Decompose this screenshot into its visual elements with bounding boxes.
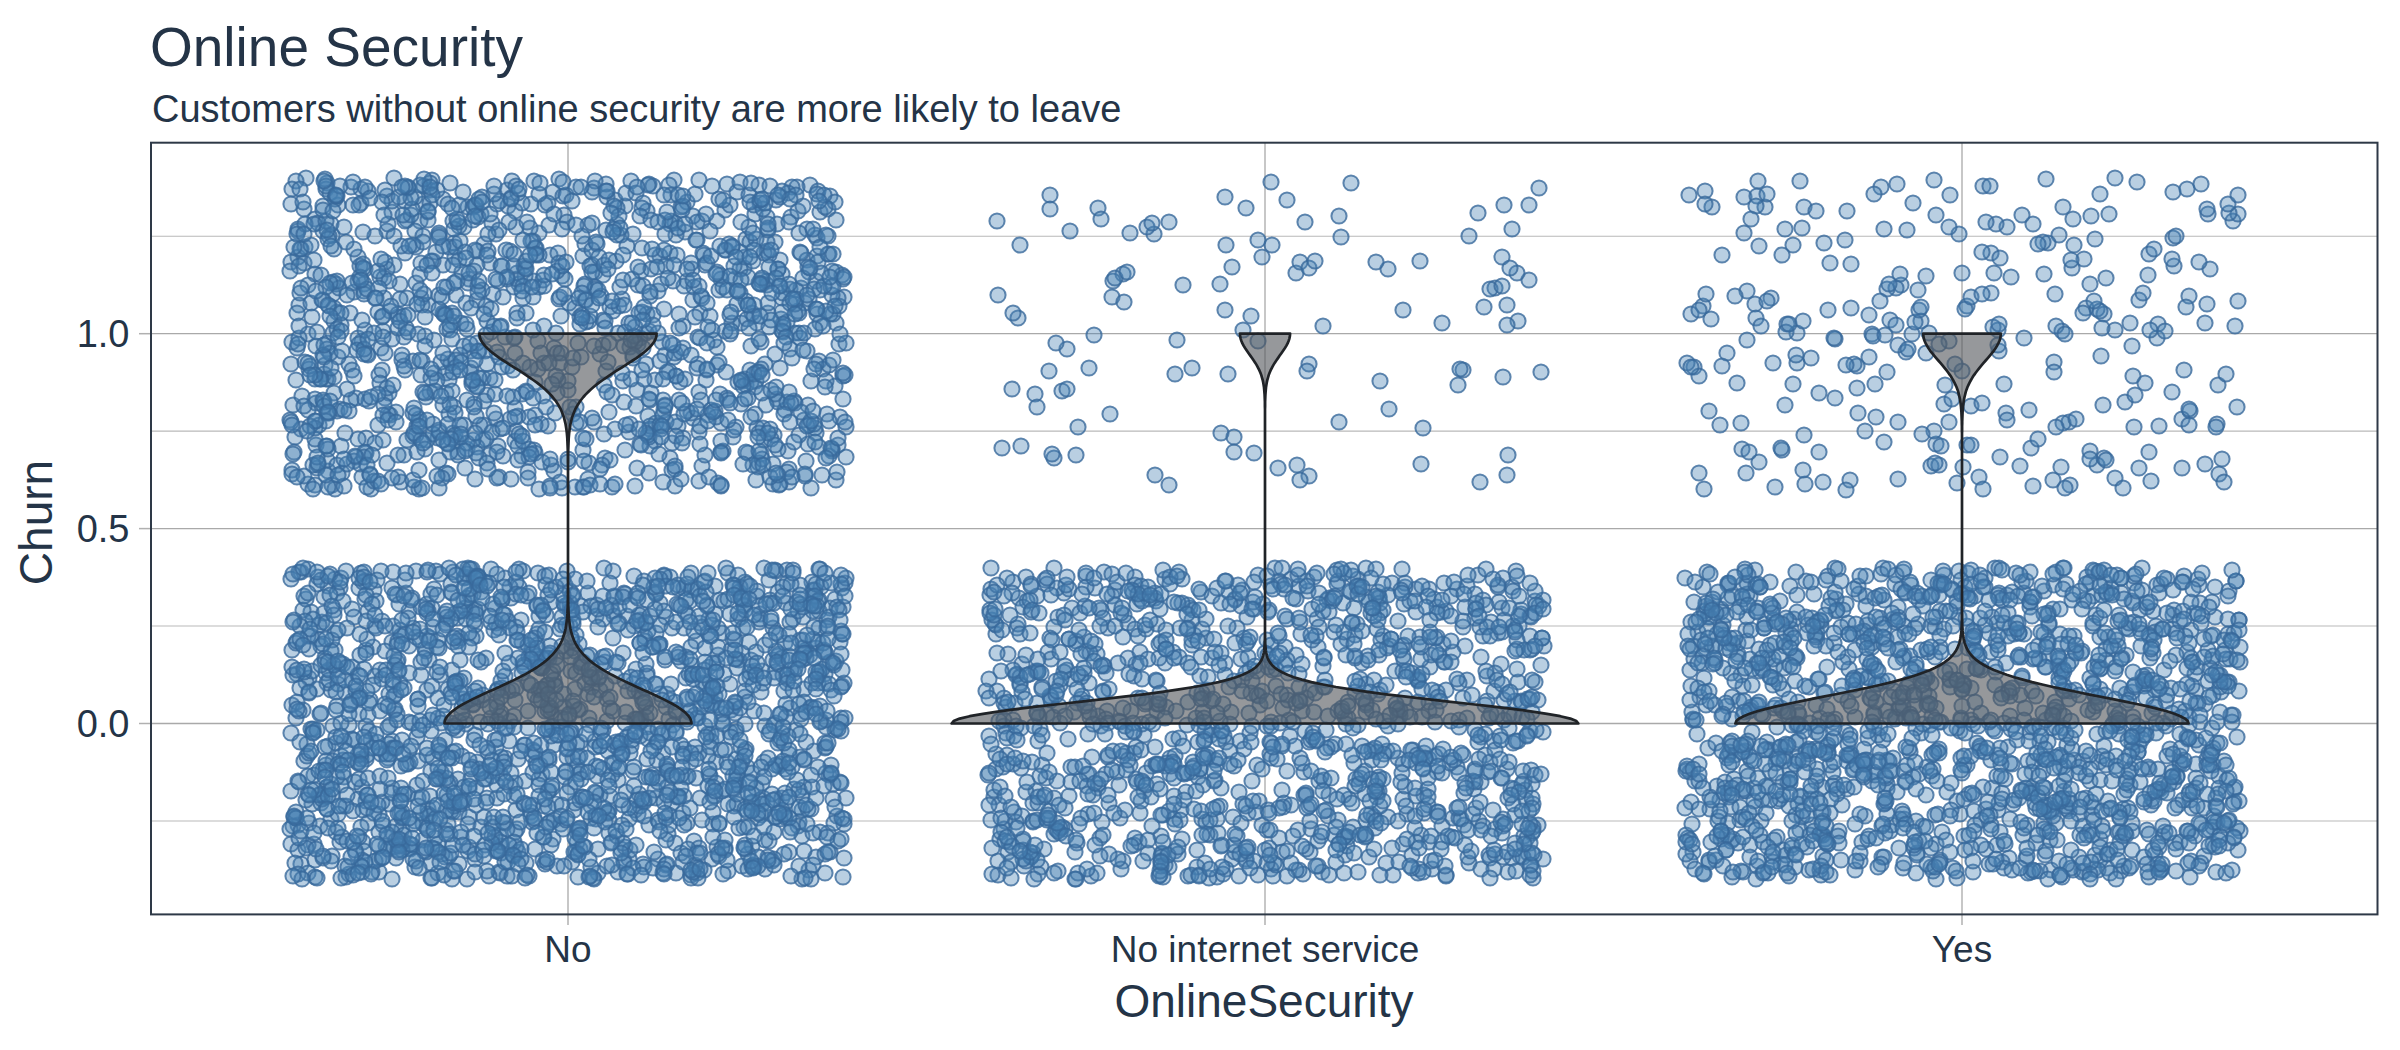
svg-text:Customers without online secur: Customers without online security are mo…: [152, 88, 1121, 130]
svg-text:No: No: [544, 929, 591, 970]
svg-text:Churn: Churn: [10, 460, 62, 585]
svg-text:Online Security: Online Security: [150, 16, 523, 78]
svg-text:OnlineSecurity: OnlineSecurity: [1114, 975, 1413, 1027]
svg-text:0.5: 0.5: [77, 508, 130, 550]
svg-text:1.0: 1.0: [77, 313, 130, 355]
svg-text:No internet service: No internet service: [1111, 929, 1419, 970]
svg-text:Yes: Yes: [1932, 929, 1992, 970]
svg-text:0.0: 0.0: [77, 703, 130, 745]
